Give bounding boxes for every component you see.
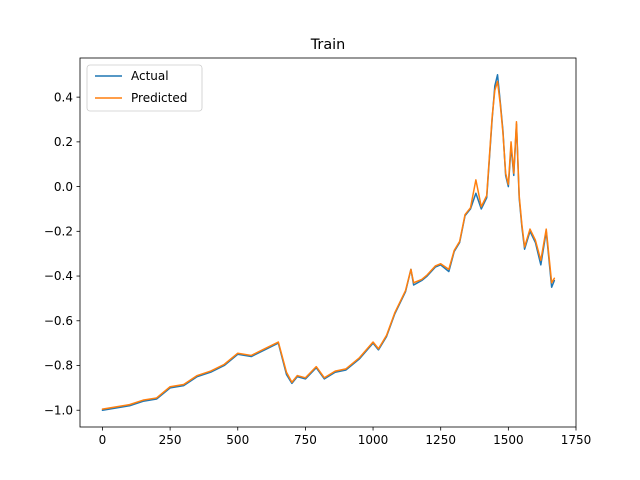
y-tick-label: 0.4 [54, 90, 73, 104]
x-tick-label: 1500 [493, 433, 524, 447]
series-line-predicted [101, 80, 556, 410]
y-tick-label: 0.2 [54, 135, 73, 149]
x-tick-label: 250 [159, 433, 182, 447]
x-tick-label: 1750 [561, 433, 592, 447]
y-tick-label: −0.2 [44, 225, 73, 239]
x-tick-label: 500 [226, 433, 249, 447]
x-tick-label: 1250 [425, 433, 456, 447]
x-tick-label: 1000 [358, 433, 389, 447]
series-line-actual [101, 74, 556, 411]
y-tick-label: −1.0 [44, 403, 73, 417]
legend: Actual Predicted [86, 64, 203, 112]
legend-label-predicted: Predicted [131, 91, 187, 105]
x-tick-label: 750 [294, 433, 317, 447]
y-tick-label: 0.0 [54, 180, 73, 194]
y-tick-label: −0.6 [44, 314, 73, 328]
y-tick-label: −0.8 [44, 359, 73, 373]
y-tick-label: −0.4 [44, 269, 73, 283]
axes-frame [79, 57, 577, 428]
legend-label-actual: Actual [131, 69, 169, 83]
plot-area: 0 250 500 750 1000 1250 1500 1750 −1.0 −0.8 −0.6 −0… [44, 57, 592, 447]
chart-title: Train [310, 37, 346, 53]
x-tick-label: 0 [99, 433, 107, 447]
